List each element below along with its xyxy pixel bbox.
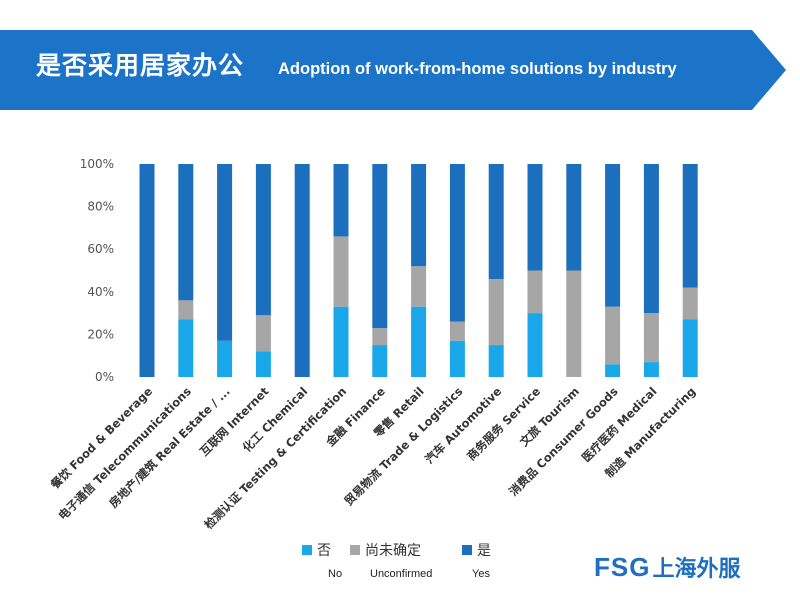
bar-segment <box>372 164 388 329</box>
bar-segment <box>217 340 233 377</box>
legend-label-unconfirmed-en: Unconfirmed <box>370 568 433 580</box>
bar-segment <box>488 345 504 377</box>
bar-segment <box>255 164 271 316</box>
legend-label-yes-zh: 是 <box>477 543 491 559</box>
bar-segment <box>333 164 349 237</box>
legend-label-no-zh: 否 <box>317 543 331 559</box>
bar-segment <box>372 328 388 346</box>
y-tick-label: 20% <box>87 327 114 341</box>
y-tick-label: 40% <box>87 285 114 299</box>
bar-segment <box>527 270 543 314</box>
bar-segment <box>178 319 194 377</box>
bar-segment <box>643 313 659 363</box>
y-axis: 0% 20% 40% 60% 80% 100% <box>80 157 114 384</box>
bar-segment <box>682 319 698 377</box>
bar-segment <box>449 164 465 322</box>
bar-segment <box>217 164 233 341</box>
y-tick-label: 100% <box>80 157 114 171</box>
logo-text-en: FSG <box>594 551 651 582</box>
y-tick-label: 60% <box>87 242 114 256</box>
bar-segment <box>139 164 155 377</box>
bar-segment <box>255 315 271 352</box>
bar-segment <box>527 164 543 271</box>
bar-segment <box>605 306 621 365</box>
bar-segment <box>411 164 427 267</box>
legend-swatch-unconfirmed <box>350 545 360 555</box>
bar-segment <box>566 164 582 271</box>
bar-segment <box>178 164 194 301</box>
bar-segment <box>255 351 271 377</box>
logo-text-zh: 上海外服 <box>652 557 741 582</box>
bar-segment <box>333 236 349 307</box>
bar-segment <box>643 164 659 314</box>
y-tick-label: 80% <box>87 200 114 214</box>
bar-segment <box>449 340 465 377</box>
x-category-label: 检测认证 Testing & Certification <box>201 384 349 532</box>
bar-segment <box>411 266 427 307</box>
bar-segment <box>411 306 427 377</box>
bar-segment <box>333 306 349 377</box>
legend-swatch-yes <box>462 545 472 555</box>
bar-segment <box>488 164 504 280</box>
y-tick-label: 0% <box>95 370 114 384</box>
title-banner <box>0 30 800 110</box>
bar-segment <box>682 287 698 320</box>
bar-segment <box>605 164 621 307</box>
legend-label-no-en: No <box>328 568 343 580</box>
legend-item-yes: 是 <box>462 540 491 560</box>
bar-segment <box>294 164 310 377</box>
chart-legend: 否 尚未确定 是 No Unconfirmed Yes <box>298 540 518 590</box>
legend-item-unconfirmed: 尚未确定 <box>350 540 421 560</box>
bar-segment <box>682 164 698 288</box>
bar-segment <box>449 321 465 341</box>
x-category-label: 互联网 Internet <box>197 384 272 459</box>
legend-item-no: 否 <box>302 540 331 560</box>
bar-segment <box>643 362 659 377</box>
bar-segment <box>605 364 621 377</box>
legend-label-unconfirmed-zh: 尚未确定 <box>365 543 421 559</box>
bar-segment <box>566 270 582 377</box>
bar-segment <box>178 300 194 320</box>
banner-arrow-shape <box>0 30 786 110</box>
bar-segment <box>488 279 504 346</box>
page-title-chinese: 是否采用居家办公 <box>36 51 245 80</box>
legend-swatch-no <box>302 545 312 555</box>
fsg-logo: FSG 上海外服 <box>594 551 741 583</box>
page-title-english: Adoption of work-from-home solutions by … <box>278 60 677 78</box>
bar-group <box>139 164 698 377</box>
bar-segment <box>372 345 388 377</box>
bar-segment <box>527 313 543 377</box>
legend-label-yes-en: Yes <box>472 568 490 580</box>
